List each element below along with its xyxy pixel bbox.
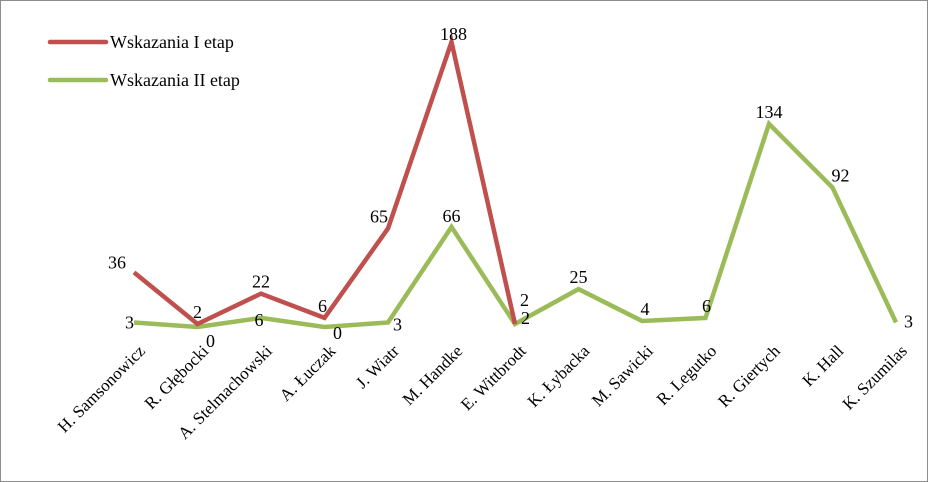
x-tick-label-11: R. Giertych [714, 341, 784, 411]
data-label-s2-7: 2 [520, 290, 529, 310]
data-label-s1-7: 2 [521, 308, 530, 328]
data-label-s2-9: 4 [641, 299, 650, 319]
data-label-s2-11: 134 [756, 102, 783, 122]
data-label-s2-12: 92 [832, 166, 850, 186]
data-label-s2-5: 3 [393, 314, 402, 334]
legend-label-2: Wskazania II etap [110, 70, 240, 90]
x-tick-label-10: R. Legutko [653, 341, 721, 409]
x-tick-label-6: M. Handke [399, 341, 467, 409]
data-label-s2-10: 6 [702, 296, 711, 316]
x-tick-label-9: M. Sawicki [588, 341, 657, 410]
series-line-2 [133, 119, 899, 330]
data-label-s2-3: 6 [255, 310, 264, 330]
data-label-s1-1: 36 [108, 252, 126, 272]
x-tick-label-8: K. Łybacka [524, 341, 594, 411]
data-label-s2-4: 0 [333, 323, 342, 343]
data-label-s2-8: 25 [570, 267, 588, 287]
data-label-s1-4: 6 [318, 296, 327, 316]
data-label-s2-6: 66 [443, 206, 461, 226]
legend: Wskazania I etap Wskazania II etap [47, 32, 240, 90]
x-tick-label-5: J. Wiatr [352, 341, 403, 392]
data-label-s2-1: 3 [125, 312, 134, 332]
legend-label-1: Wskazania I etap [110, 32, 234, 52]
data-label-s2-2: 0 [206, 331, 215, 351]
data-label-s2-13: 3 [904, 311, 913, 331]
data-label-s1-5: 65 [370, 206, 388, 226]
data-label-s1-3: 22 [252, 272, 270, 292]
series-line-1 [132, 33, 518, 327]
x-tick-label-7: E. Wittbrodt [457, 341, 530, 414]
x-tick-label-4: A. Łuczak [276, 341, 340, 405]
data-label-s1-6: 188 [440, 24, 467, 44]
x-tick-label-1: H. Samsonowicz [54, 341, 149, 436]
x-tick-label-12: K. Hall [799, 341, 848, 390]
x-tick-label-13: K. Szumilas [839, 341, 911, 413]
data-label-s1-2: 2 [193, 302, 202, 322]
series-lines [132, 33, 899, 330]
